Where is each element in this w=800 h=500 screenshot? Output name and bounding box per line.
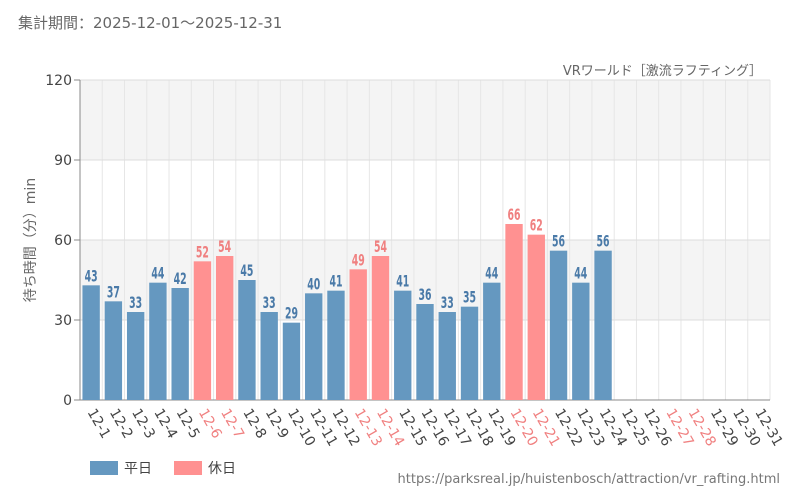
bar-12-22 — [549, 250, 568, 400]
bar-12-20 — [505, 224, 523, 400]
value-label-12-2: 37 — [107, 284, 120, 302]
chart-title: VRワールド［激流ラフティング］ — [562, 64, 762, 79]
value-label-12-13: 49 — [352, 252, 365, 270]
legend-swatch-holiday — [174, 461, 202, 475]
bar-12-1 — [82, 285, 100, 400]
bar-12-9 — [260, 312, 278, 400]
value-label-12-10: 29 — [285, 306, 298, 324]
bar-12-4 — [149, 282, 167, 400]
value-label-12-24: 56 — [597, 234, 610, 252]
plot-band — [80, 80, 770, 160]
y-tick-label: 60 — [54, 233, 72, 249]
value-label-12-6: 52 — [196, 244, 209, 262]
legend: 平日 休日 — [90, 458, 258, 478]
bar-12-6 — [193, 261, 212, 400]
value-label-12-21: 62 — [530, 218, 543, 236]
bar-12-23 — [572, 282, 590, 400]
value-label-12-14: 54 — [374, 239, 387, 257]
bar-12-5 — [171, 288, 189, 400]
value-label-12-12: 41 — [329, 274, 342, 292]
value-label-12-7: 54 — [218, 239, 231, 257]
legend-label-weekday: 平日 — [124, 461, 152, 477]
value-label-12-9: 33 — [263, 295, 276, 313]
value-label-12-22: 56 — [552, 234, 565, 252]
value-label-12-16: 36 — [418, 287, 431, 305]
value-label-12-20: 66 — [508, 207, 521, 225]
value-label-12-5: 42 — [174, 271, 187, 289]
legend-swatch-weekday — [90, 461, 118, 475]
legend-label-holiday: 休日 — [208, 461, 236, 477]
bar-12-12 — [327, 290, 345, 400]
y-tick-label: 90 — [54, 153, 72, 169]
value-label-12-19: 44 — [485, 266, 498, 284]
value-label-12-18: 35 — [463, 290, 476, 308]
y-tick-label: 0 — [63, 393, 72, 409]
value-label-12-1: 43 — [85, 268, 98, 286]
bar-12-8 — [238, 280, 256, 400]
period-label: 集計期間：2025-12-01～2025-12-31 — [18, 14, 283, 32]
legend-item-weekday: 平日 — [90, 458, 152, 478]
bar-12-10 — [282, 322, 301, 400]
bar-12-21 — [527, 234, 545, 400]
value-label-12-8: 45 — [240, 263, 253, 281]
y-tick-label: 30 — [54, 313, 72, 329]
bar-12-19 — [483, 282, 501, 400]
value-label-12-3: 33 — [129, 295, 142, 313]
bar-12-15 — [394, 290, 412, 400]
value-label-12-17: 33 — [441, 295, 454, 313]
bar-12-14 — [371, 256, 390, 400]
bar-12-7 — [215, 256, 234, 400]
bar-12-18 — [460, 306, 479, 400]
value-label-12-15: 41 — [396, 274, 409, 292]
bar-12-24 — [594, 250, 612, 400]
bar-12-16 — [416, 304, 434, 400]
legend-item-holiday: 休日 — [174, 458, 236, 478]
value-label-12-4: 44 — [151, 266, 164, 284]
bar-12-11 — [305, 293, 323, 400]
bar-12-13 — [349, 269, 367, 400]
value-label-12-11: 40 — [307, 276, 320, 294]
y-tick-label: 120 — [45, 73, 72, 89]
value-label-12-23: 44 — [574, 266, 587, 284]
bar-12-2 — [104, 301, 123, 400]
bar-12-3 — [126, 312, 145, 400]
source-url: https://parksreal.jp/huistenbosch/attrac… — [397, 472, 780, 487]
bar-12-17 — [438, 312, 456, 400]
